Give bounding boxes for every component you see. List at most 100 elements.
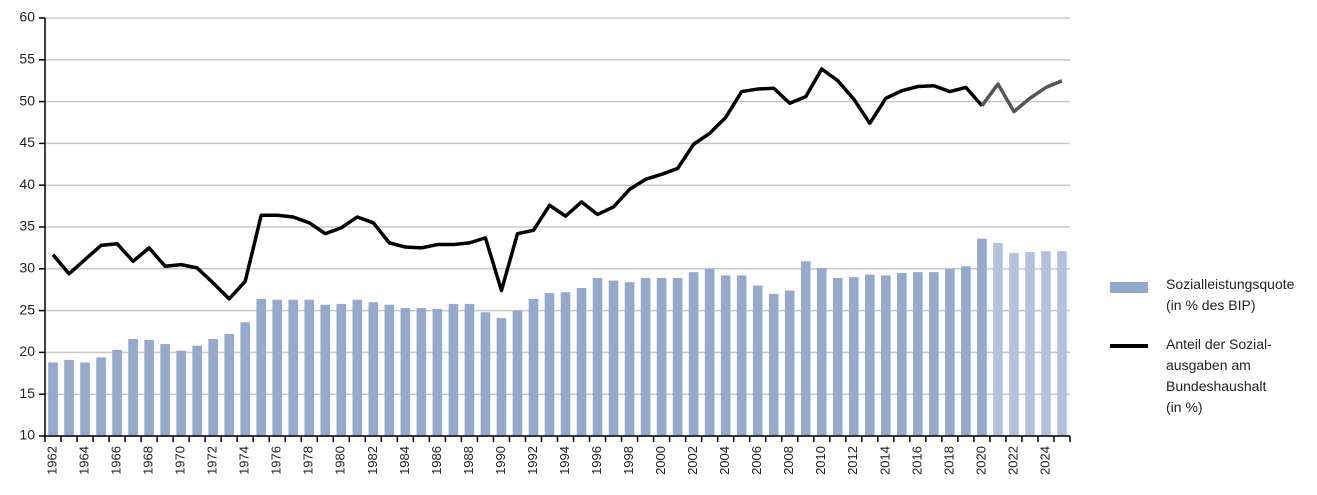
x-tick-label: 2004 [717, 446, 732, 475]
bar [288, 299, 299, 436]
x-tick-label: 2016 [909, 446, 924, 475]
y-tick-label: 40 [19, 176, 35, 192]
x-tick-label: 2008 [781, 446, 796, 475]
x-tick-label: 1982 [365, 446, 380, 475]
y-tick-label: 20 [19, 343, 35, 359]
legend-swatch [1110, 344, 1148, 348]
line [51, 67, 984, 301]
bar [929, 272, 939, 436]
line [980, 79, 1063, 114]
bar [432, 308, 443, 436]
x-tick-label: 1978 [301, 446, 316, 475]
bar [112, 349, 122, 436]
y-tick-label: 10 [19, 427, 35, 443]
y-tick-label: 45 [19, 134, 35, 150]
bar [672, 277, 683, 436]
bar [913, 272, 923, 436]
bar [1025, 252, 1035, 436]
bar [192, 345, 202, 436]
y-tick-label: 30 [19, 260, 35, 276]
bar [544, 293, 555, 436]
bar [256, 298, 267, 436]
bar [720, 275, 731, 436]
bar [816, 267, 827, 436]
y-tick-label: 55 [19, 51, 35, 67]
x-tick-label: 1980 [333, 446, 348, 475]
bar [160, 344, 170, 436]
x-tick-label: 1984 [397, 446, 412, 475]
bar [480, 312, 491, 436]
bar [144, 339, 154, 436]
bar [352, 299, 363, 436]
bar [80, 362, 90, 436]
legend: Sozialleistungsquote (in % des BIP) Antei… [1110, 274, 1310, 436]
x-tick-label: 2020 [973, 446, 988, 475]
x-tick-label: 1968 [141, 446, 156, 475]
x-tick-label: 1990 [493, 446, 508, 475]
bar [608, 280, 619, 436]
bar [320, 304, 331, 436]
bar [1057, 251, 1067, 436]
x-tick-label: 2010 [813, 446, 828, 475]
x-tick-label: 1976 [269, 446, 284, 475]
x-tick-label: 2006 [749, 446, 764, 475]
bar [224, 334, 234, 436]
x-tick-label: 1992 [525, 446, 540, 475]
x-tick-label: 2024 [1037, 446, 1052, 475]
bar [1009, 252, 1019, 436]
bar [384, 304, 395, 436]
x-tick-label: 1970 [173, 446, 188, 475]
legend-label: Sozialleistungsquote (in % des BIP) [1166, 276, 1295, 313]
bar [752, 285, 763, 436]
bar [208, 339, 218, 436]
x-tick-label: 1986 [429, 446, 444, 475]
bar [977, 238, 987, 436]
bar [448, 303, 459, 436]
bar [881, 275, 891, 436]
x-tick-label: 1966 [109, 446, 124, 475]
bar [96, 357, 106, 436]
bar [945, 268, 955, 436]
x-tick-label: 2018 [941, 446, 956, 475]
bar [64, 359, 74, 436]
bar [1041, 251, 1051, 436]
legend-item: Anteil der Sozial- ausgaben am Bundeshau… [1110, 334, 1310, 418]
x-tick-label: 2000 [653, 446, 668, 475]
bar [768, 293, 779, 436]
legend-swatch [1110, 282, 1148, 293]
x-tick-label: 1994 [557, 446, 572, 475]
x-tick-label: 1998 [621, 446, 636, 475]
bar [961, 266, 971, 436]
bar [865, 274, 875, 436]
y-tick-label: 25 [19, 301, 35, 317]
x-tick-label: 1964 [76, 446, 91, 475]
x-tick-label: 1996 [589, 446, 604, 475]
x-tick-label: 1988 [461, 446, 476, 475]
bar [832, 277, 843, 436]
bar [800, 261, 811, 436]
bar [560, 292, 571, 436]
x-tick-label: 1974 [237, 446, 252, 475]
bar [656, 277, 667, 436]
y-tick-label: 60 [19, 9, 35, 25]
x-tick-label: 2022 [1005, 446, 1020, 475]
bar [464, 303, 475, 436]
bar [624, 282, 635, 436]
bar [400, 308, 411, 436]
bar [576, 288, 587, 436]
bar [688, 272, 699, 436]
bar [897, 272, 907, 436]
bar [496, 318, 507, 436]
legend-item: Sozialleistungsquote (in % des BIP) [1110, 274, 1310, 316]
bar [240, 322, 250, 436]
x-tick-label: 1962 [44, 446, 59, 475]
bar [272, 299, 283, 436]
bar [416, 308, 427, 436]
bar [336, 303, 347, 436]
bar [304, 299, 315, 436]
y-tick-label: 15 [19, 385, 35, 401]
bar [528, 298, 539, 436]
bar [368, 302, 379, 436]
